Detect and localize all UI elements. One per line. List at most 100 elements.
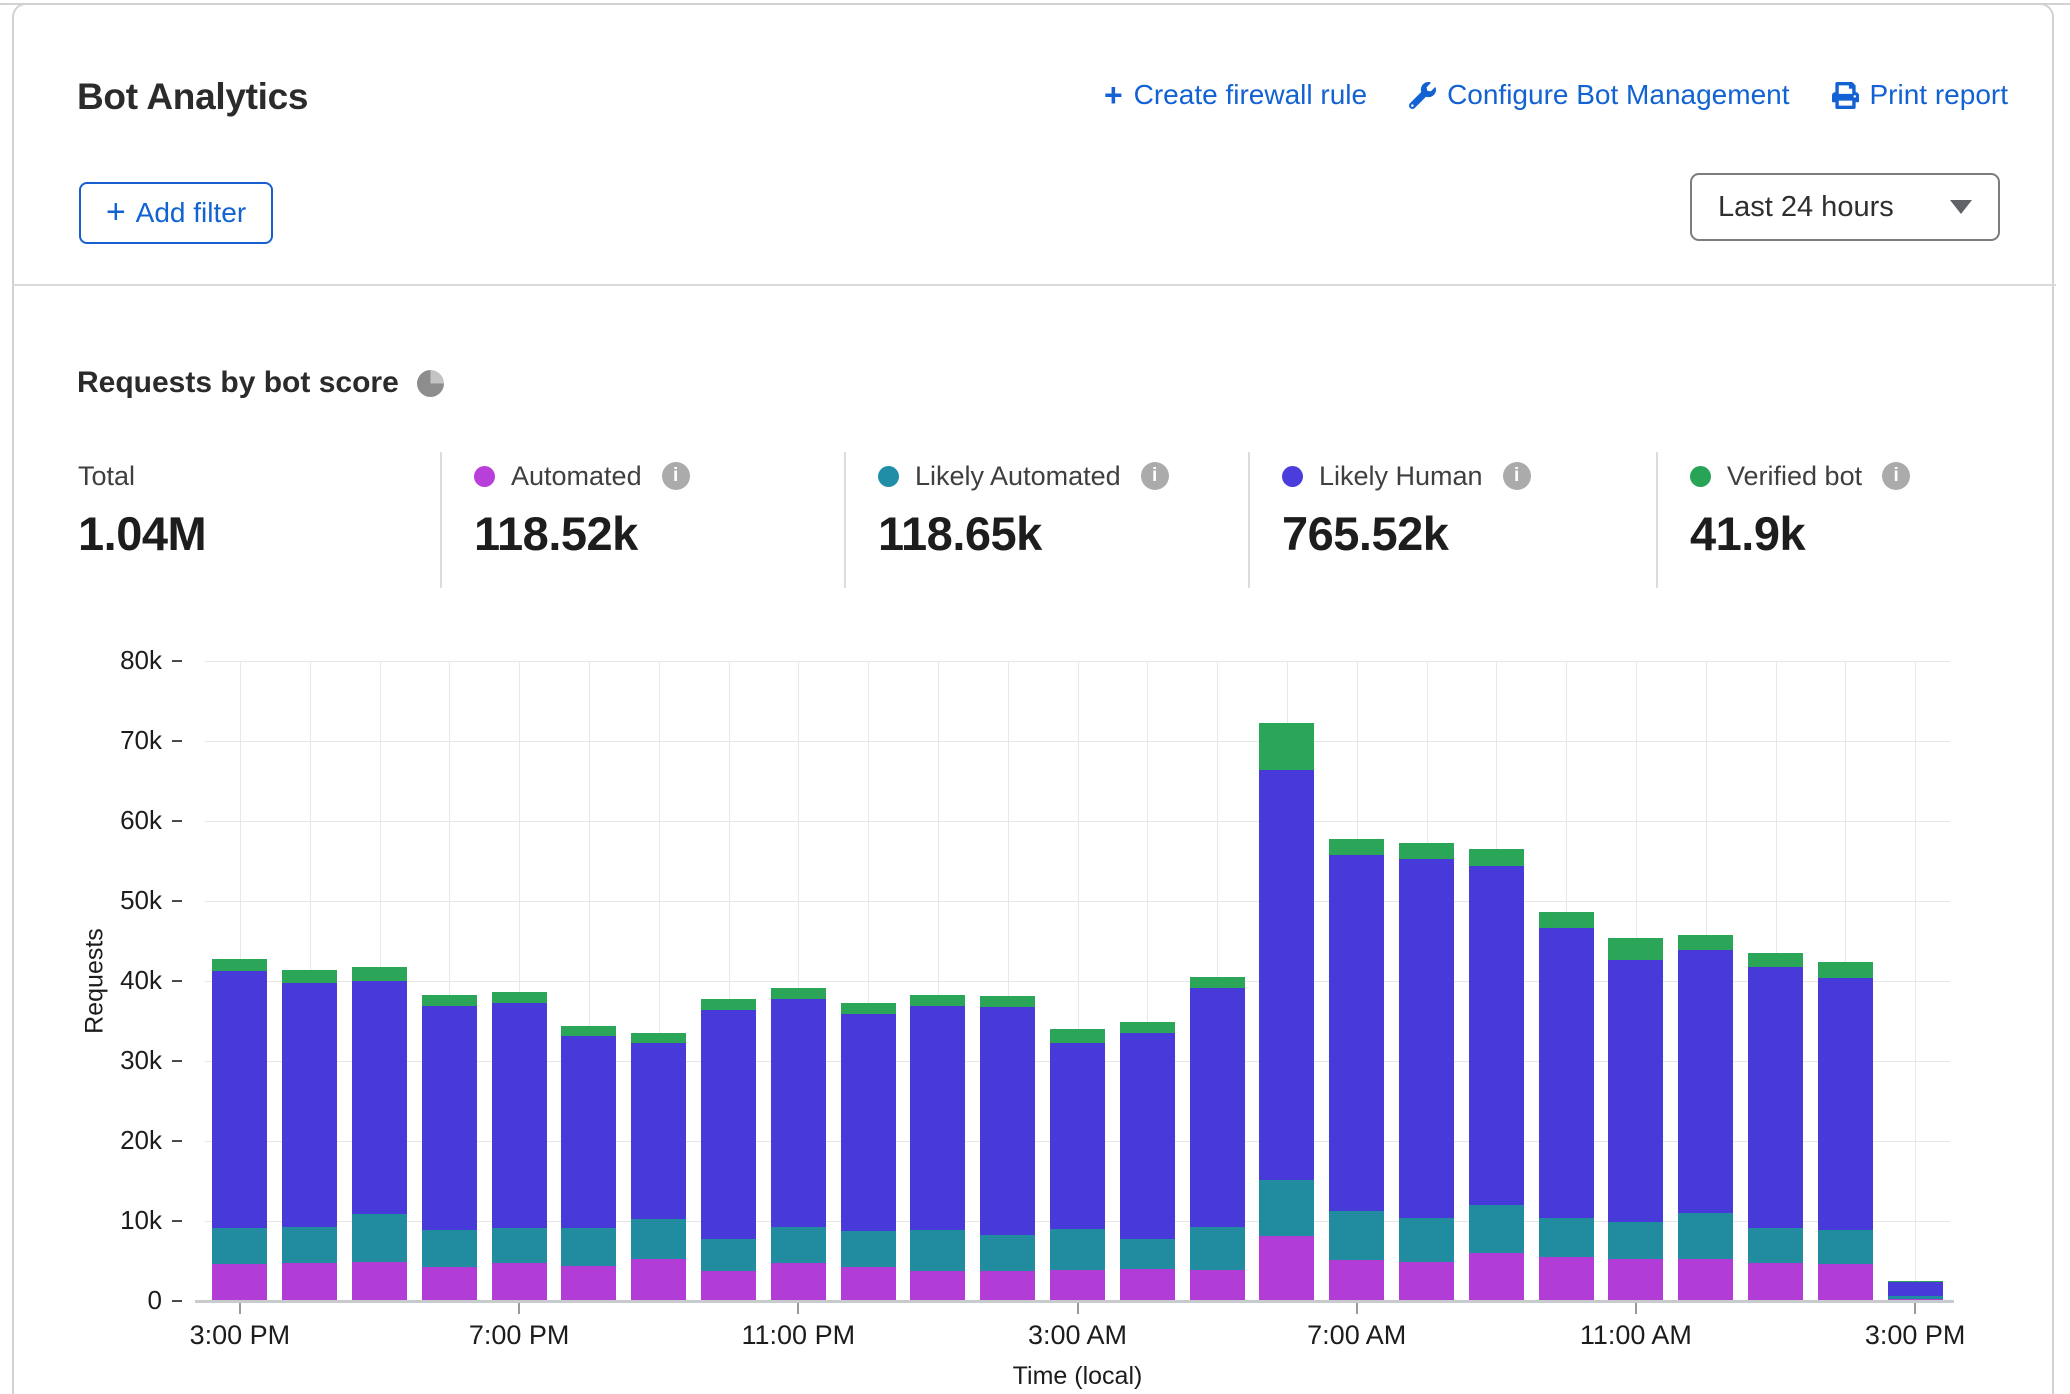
bar-segment-verified-bot[interactable]	[1469, 849, 1524, 866]
bar-segment-likely-human[interactable]	[1818, 978, 1873, 1230]
bar-segment-automated[interactable]	[1539, 1257, 1594, 1301]
create-firewall-rule-link[interactable]: + Create firewall rule	[1104, 79, 1367, 111]
bar-segment-likely-human[interactable]	[771, 999, 826, 1227]
bar-segment-likely-automated[interactable]	[631, 1219, 686, 1259]
bar-segment-verified-bot[interactable]	[910, 995, 965, 1005]
bar-segment-verified-bot[interactable]	[422, 995, 477, 1006]
bar-segment-automated[interactable]	[352, 1262, 407, 1301]
bar-segment-likely-human[interactable]	[980, 1007, 1035, 1235]
bar-segment-likely-automated[interactable]	[1608, 1222, 1663, 1260]
info-icon[interactable]: i	[1503, 462, 1531, 490]
bar-segment-verified-bot[interactable]	[1329, 839, 1384, 855]
bar-segment-likely-human[interactable]	[631, 1043, 686, 1218]
bar-segment-automated[interactable]	[701, 1271, 756, 1301]
bar-segment-verified-bot[interactable]	[1050, 1029, 1105, 1043]
bar-segment-verified-bot[interactable]	[1818, 962, 1873, 978]
bar-segment-verified-bot[interactable]	[1539, 912, 1594, 928]
bar-segment-likely-human[interactable]	[282, 983, 337, 1228]
info-icon[interactable]: i	[1141, 462, 1169, 490]
bar-segment-verified-bot[interactable]	[1748, 953, 1803, 967]
bar-segment-automated[interactable]	[422, 1267, 477, 1301]
bar-segment-likely-human[interactable]	[1120, 1033, 1175, 1239]
bar-segment-verified-bot[interactable]	[1259, 723, 1314, 770]
bar-segment-automated[interactable]	[561, 1266, 616, 1301]
bar-segment-likely-automated[interactable]	[1539, 1218, 1594, 1257]
configure-bot-management-link[interactable]: Configure Bot Management	[1409, 79, 1789, 111]
bar-segment-automated[interactable]	[1678, 1259, 1733, 1301]
bar-segment-likely-human[interactable]	[1329, 855, 1384, 1211]
bar-segment-likely-human[interactable]	[910, 1006, 965, 1230]
bar-segment-likely-automated[interactable]	[1678, 1213, 1733, 1259]
bar-segment-likely-automated[interactable]	[282, 1227, 337, 1263]
stat-likely-automated[interactable]: Likely Automated i 118.65k	[878, 452, 1169, 561]
bar-segment-likely-automated[interactable]	[352, 1214, 407, 1262]
stat-likely-human[interactable]: Likely Human i 765.52k	[1282, 452, 1531, 561]
bar-segment-likely-human[interactable]	[1399, 859, 1454, 1218]
bar-segment-likely-human[interactable]	[841, 1014, 896, 1232]
bar-segment-automated[interactable]	[492, 1263, 547, 1301]
bar-segment-automated[interactable]	[631, 1259, 686, 1301]
stat-verified-bot[interactable]: Verified bot i 41.9k	[1690, 452, 1910, 561]
info-icon[interactable]: i	[1882, 462, 1910, 490]
bar-segment-automated[interactable]	[1818, 1264, 1873, 1301]
bar-segment-automated[interactable]	[212, 1264, 267, 1301]
bar-segment-likely-human[interactable]	[492, 1003, 547, 1228]
bar-segment-likely-human[interactable]	[1469, 866, 1524, 1205]
bar-segment-likely-human[interactable]	[212, 971, 267, 1229]
bar-segment-verified-bot[interactable]	[701, 999, 756, 1009]
bar-segment-likely-automated[interactable]	[1259, 1180, 1314, 1236]
bar-segment-verified-bot[interactable]	[980, 996, 1035, 1006]
bar-segment-likely-automated[interactable]	[771, 1227, 826, 1263]
bar-segment-likely-human[interactable]	[1608, 960, 1663, 1222]
bar-segment-automated[interactable]	[771, 1263, 826, 1301]
bar-segment-verified-bot[interactable]	[841, 1003, 896, 1013]
bar-segment-likely-automated[interactable]	[1120, 1239, 1175, 1269]
bar-segment-verified-bot[interactable]	[1608, 938, 1663, 960]
bar-segment-likely-automated[interactable]	[212, 1228, 267, 1264]
bar-segment-verified-bot[interactable]	[352, 967, 407, 981]
bar-segment-automated[interactable]	[1120, 1269, 1175, 1301]
bar-segment-likely-human[interactable]	[1748, 967, 1803, 1228]
bar-segment-likely-automated[interactable]	[1888, 1296, 1943, 1299]
bar-segment-likely-human[interactable]	[1539, 928, 1594, 1218]
print-report-link[interactable]: Print report	[1832, 79, 2009, 111]
bar-segment-likely-automated[interactable]	[701, 1239, 756, 1271]
bar-segment-automated[interactable]	[1608, 1259, 1663, 1301]
bar-segment-likely-human[interactable]	[1888, 1281, 1943, 1296]
bar-segment-likely-automated[interactable]	[1399, 1218, 1454, 1262]
bar-segment-likely-automated[interactable]	[492, 1228, 547, 1263]
bar-segment-verified-bot[interactable]	[492, 992, 547, 1003]
bar-segment-verified-bot[interactable]	[1120, 1022, 1175, 1033]
bar-segment-likely-automated[interactable]	[1329, 1211, 1384, 1261]
bar-segment-automated[interactable]	[980, 1271, 1035, 1301]
bar-segment-likely-automated[interactable]	[1748, 1228, 1803, 1263]
bar-segment-automated[interactable]	[1888, 1299, 1943, 1301]
bar-segment-verified-bot[interactable]	[212, 959, 267, 971]
bar-segment-likely-automated[interactable]	[561, 1228, 616, 1266]
bar-segment-automated[interactable]	[1469, 1253, 1524, 1301]
time-range-select[interactable]: Last 24 hours	[1690, 173, 2000, 241]
bar-segment-automated[interactable]	[1748, 1263, 1803, 1301]
bar-segment-automated[interactable]	[1329, 1260, 1384, 1301]
bar-segment-likely-automated[interactable]	[422, 1230, 477, 1267]
bar-segment-automated[interactable]	[1399, 1262, 1454, 1301]
bar-segment-verified-bot[interactable]	[1190, 977, 1245, 988]
bar-segment-verified-bot[interactable]	[1399, 843, 1454, 859]
bar-segment-verified-bot[interactable]	[282, 970, 337, 983]
bar-segment-automated[interactable]	[1259, 1236, 1314, 1301]
bar-segment-likely-human[interactable]	[1050, 1043, 1105, 1229]
bar-segment-likely-automated[interactable]	[1818, 1230, 1873, 1264]
bar-segment-automated[interactable]	[1050, 1270, 1105, 1301]
bar-segment-automated[interactable]	[841, 1267, 896, 1301]
bar-segment-likely-automated[interactable]	[1190, 1227, 1245, 1270]
bar-segment-verified-bot[interactable]	[1678, 935, 1733, 949]
bar-segment-likely-automated[interactable]	[980, 1235, 1035, 1272]
bar-segment-verified-bot[interactable]	[771, 988, 826, 998]
bar-segment-likely-human[interactable]	[1678, 950, 1733, 1213]
bar-segment-verified-bot[interactable]	[561, 1026, 616, 1036]
bar-segment-automated[interactable]	[910, 1271, 965, 1301]
add-filter-button[interactable]: + Add filter	[79, 182, 273, 244]
bar-segment-automated[interactable]	[1190, 1270, 1245, 1301]
bar-segment-likely-automated[interactable]	[910, 1230, 965, 1271]
bar-segment-likely-automated[interactable]	[841, 1231, 896, 1267]
